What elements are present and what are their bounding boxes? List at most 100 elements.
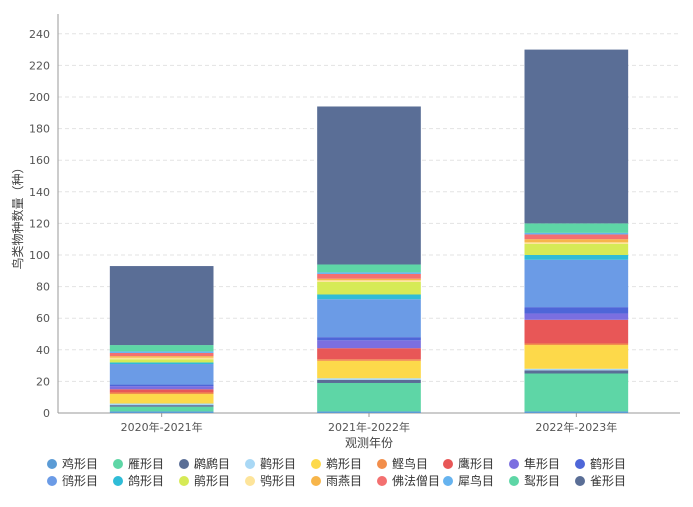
bar-segment — [109, 392, 214, 395]
bar-segment — [109, 364, 214, 385]
legend-marker — [113, 459, 123, 469]
legend-marker — [311, 476, 321, 486]
bar-segment — [317, 379, 421, 383]
legend-marker — [179, 459, 189, 469]
bar-segment — [524, 343, 629, 346]
legend-item[interactable]: 鸻形目 — [47, 474, 98, 488]
legend-label: 雁形目 — [128, 457, 164, 471]
bar-segment — [317, 294, 421, 300]
legend-label: 鹳形目 — [260, 456, 296, 471]
bar-segment — [317, 299, 421, 338]
bar-segment — [109, 389, 214, 393]
legend-item[interactable]: 隼形目 — [509, 456, 560, 471]
legend-item[interactable]: 鸮形目 — [245, 473, 296, 488]
bar-segment — [317, 281, 421, 295]
legend-label: 鸡形目 — [62, 456, 98, 471]
legend-label: 隼形目 — [524, 456, 560, 471]
bar-segment — [109, 266, 214, 346]
legend-item[interactable]: 鹤形目 — [575, 456, 626, 471]
x-axis-title: 观测年份 — [345, 436, 393, 450]
legend-label: 鹤形目 — [590, 456, 626, 471]
y-tick-label: 180 — [29, 123, 50, 136]
legend-label: 犀鸟目 — [458, 473, 494, 488]
legend-label: 鸮形目 — [260, 473, 296, 488]
bar-segment — [524, 242, 629, 244]
legend-item[interactable]: 雀形目 — [575, 474, 626, 488]
legend-label: 䴕形目 — [524, 474, 560, 488]
bar-segment — [317, 382, 421, 412]
bar-segment — [109, 357, 214, 360]
legend-marker — [443, 459, 453, 469]
legend-item[interactable]: 鹳形目 — [245, 456, 296, 471]
bar-segment — [524, 234, 629, 240]
y-tick-label: 140 — [29, 186, 50, 199]
legend-item[interactable]: 鲣鸟目 — [377, 456, 428, 471]
bar-segment — [524, 368, 629, 371]
bar-segment — [109, 386, 214, 390]
bar-segment — [109, 351, 214, 353]
legend-label: 鹃形目 — [194, 473, 230, 488]
y-tick-label: 200 — [29, 91, 50, 104]
legend-marker — [245, 476, 255, 486]
bar-segment — [524, 243, 629, 255]
legend-label: 雀形目 — [590, 474, 626, 488]
legend-item[interactable]: 䴙䴘目 — [179, 456, 230, 471]
legend-label: 佛法僧目 — [392, 474, 440, 488]
y-axis-title: 鸟类物种数量（种） — [10, 161, 25, 269]
bar-segment — [524, 373, 629, 412]
bar-segment — [524, 307, 629, 314]
legend-marker — [47, 476, 57, 486]
legend-item[interactable]: 䴕形目 — [509, 474, 560, 488]
y-tick-label: 60 — [36, 312, 50, 325]
bar-segment — [317, 337, 421, 341]
y-tick-label: 0 — [43, 407, 50, 420]
legend-label: 鸽形目 — [128, 473, 164, 488]
legend-item[interactable]: 佛法僧目 — [377, 474, 440, 488]
legend-label: 鹰形目 — [458, 456, 494, 471]
bar-segment — [524, 239, 629, 243]
legend-marker — [113, 476, 123, 486]
bar-segment — [317, 272, 421, 274]
y-tick-label: 120 — [29, 217, 50, 230]
bars — [109, 49, 629, 413]
y-tick-label: 40 — [36, 344, 50, 357]
legend-item[interactable]: 鹃形目 — [179, 473, 230, 488]
legend-item[interactable]: 雁形目 — [113, 457, 164, 471]
bar-segment — [524, 49, 629, 224]
bar-segment — [524, 232, 629, 235]
bar-segment — [109, 352, 214, 357]
y-tick-label: 220 — [29, 59, 50, 72]
legend-item[interactable]: 鸽形目 — [113, 473, 164, 488]
bar-segment — [524, 259, 629, 308]
legend-marker — [311, 459, 321, 469]
bar-segment — [524, 313, 629, 320]
bar-segment — [524, 223, 629, 233]
legend-marker — [575, 459, 585, 469]
bar-segment — [317, 106, 421, 265]
bar-segment — [317, 273, 421, 279]
bar-segment — [109, 394, 214, 404]
legend-item[interactable]: 雨燕目 — [311, 474, 362, 488]
x-tick-label: 2022年-2023年 — [535, 420, 617, 434]
bar-segment — [317, 340, 421, 349]
legend-marker — [245, 459, 255, 469]
legend-marker — [443, 476, 453, 486]
bar-segment — [317, 280, 421, 282]
bar-segment — [317, 360, 421, 379]
y-tick-label: 160 — [29, 154, 50, 167]
legend-item[interactable]: 鹈形目 — [311, 456, 362, 471]
legend-item[interactable]: 鹰形目 — [443, 456, 494, 471]
bar-segment — [317, 359, 421, 361]
y-tick-label: 80 — [36, 281, 50, 294]
legend-item[interactable]: 鸡形目 — [47, 456, 98, 471]
x-tick-label: 2021年-2022年 — [328, 420, 410, 434]
legend-marker — [509, 459, 519, 469]
bar-segment — [317, 348, 421, 360]
y-tick-label: 20 — [36, 375, 50, 388]
bar-segment — [317, 278, 421, 281]
legend-marker — [575, 476, 585, 486]
x-tick-label: 2020年-2021年 — [121, 420, 203, 434]
legend-label: 鸻形目 — [62, 474, 98, 488]
legend-item[interactable]: 犀鸟目 — [443, 473, 494, 488]
